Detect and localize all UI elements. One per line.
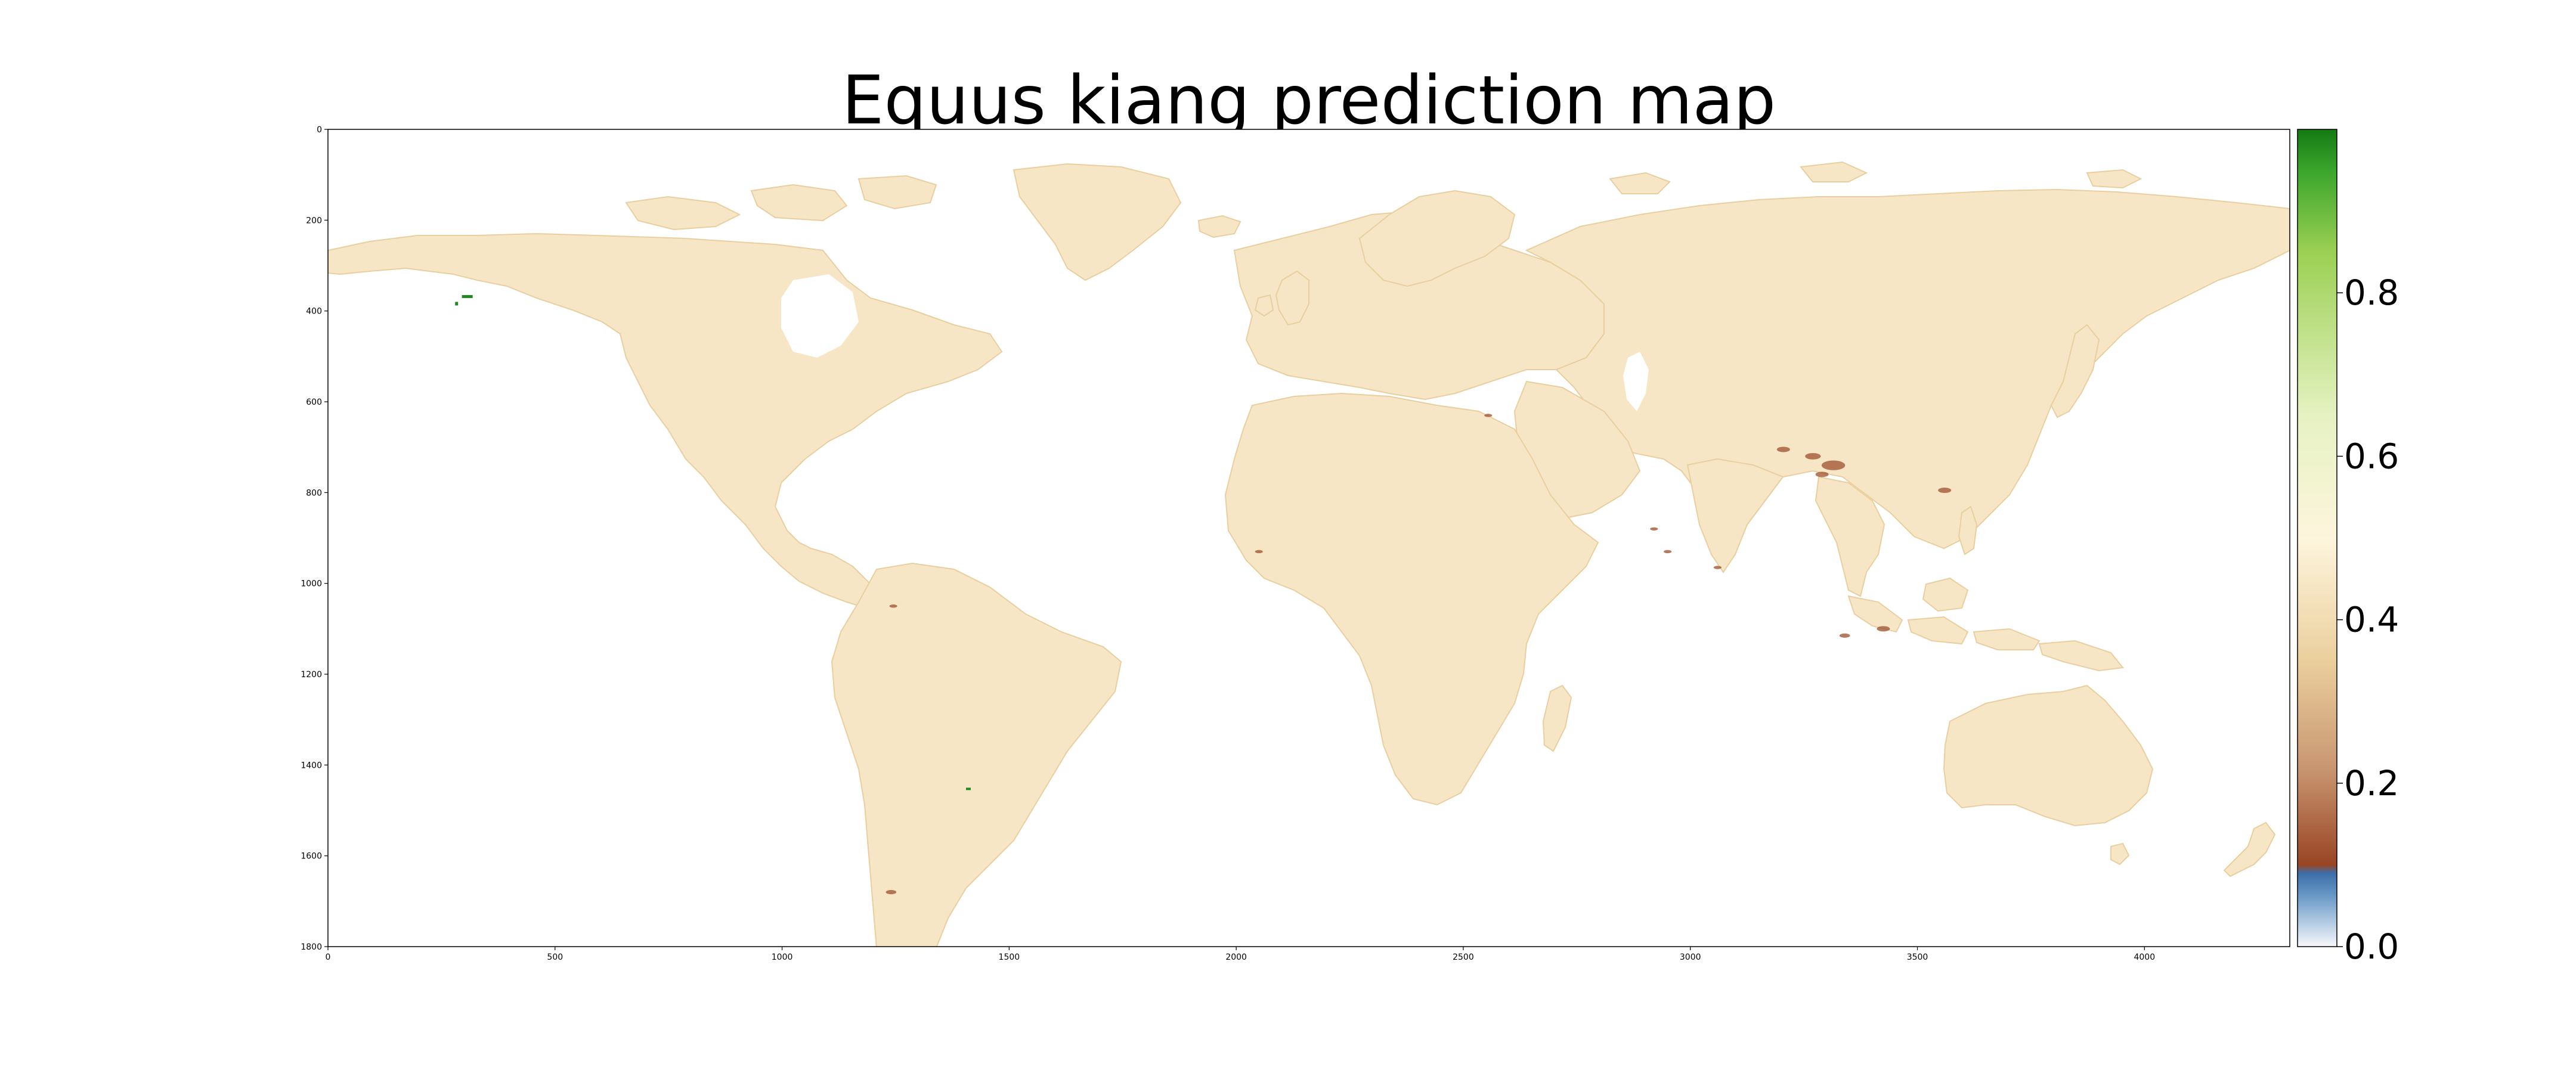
africa xyxy=(1224,392,1599,806)
high-probability-hotspots xyxy=(455,295,971,790)
world-landmass xyxy=(328,161,2290,947)
greenland xyxy=(1013,163,1182,281)
colorbar-tick-label: 0.8 xyxy=(2344,272,2399,313)
colorbar-axis: 0.0 0.2 0.4 0.6 0.8 xyxy=(2337,272,2399,967)
hudson-bay-water xyxy=(781,274,859,358)
colorbar xyxy=(2297,129,2337,947)
x-tick-label: 500 xyxy=(547,953,563,962)
y-tick-label: 1600 xyxy=(301,852,322,861)
x-axis: 0 500 1000 1500 2000 2500 3000 3500 4000 xyxy=(326,947,2155,962)
low-probability-spot xyxy=(1664,550,1672,554)
x-tick-label: 1000 xyxy=(772,953,793,962)
high-probability-spot xyxy=(462,295,473,299)
low-probability-hotspots xyxy=(886,414,1952,895)
high-probability-spot xyxy=(455,302,459,306)
x-tick-label: 3500 xyxy=(1907,953,1928,962)
india xyxy=(1686,458,1784,573)
colorbar-tick-label: 0.6 xyxy=(2344,436,2399,476)
x-tick-label: 4000 xyxy=(2134,953,2155,962)
x-tick-label: 2000 xyxy=(1225,953,1247,962)
y-axis: 0 200 400 600 800 1000 1200 1400 1600 1800 xyxy=(301,125,328,952)
low-probability-spot xyxy=(1255,550,1263,554)
colorbar-tick-label: 0.0 xyxy=(2344,926,2399,967)
x-tick-label: 3000 xyxy=(1680,953,1701,962)
map-title: Equus kiang prediction map xyxy=(842,62,1776,139)
y-tick-label: 1000 xyxy=(301,579,322,589)
low-probability-spot xyxy=(1484,414,1493,417)
y-tick-label: 600 xyxy=(306,398,322,407)
colorbar-tick-label: 0.4 xyxy=(2344,600,2399,640)
colorbar-tick-label: 0.2 xyxy=(2344,763,2399,804)
low-probability-spot xyxy=(889,604,897,608)
low-probability-spot xyxy=(1650,527,1658,531)
low-probability-spot xyxy=(1713,566,1722,569)
y-tick-label: 0 xyxy=(317,125,322,135)
x-tick-label: 1500 xyxy=(999,953,1020,962)
high-probability-spot xyxy=(966,787,971,790)
low-probability-spot xyxy=(1938,488,1952,494)
low-probability-spot xyxy=(1877,626,1890,632)
y-tick-label: 1800 xyxy=(301,942,322,952)
madagascar xyxy=(1542,684,1572,752)
iceland xyxy=(1197,215,1241,238)
scandinavia xyxy=(1358,190,1516,287)
australia xyxy=(1943,684,2154,827)
low-probability-spot xyxy=(1821,460,1846,470)
low-probability-spot xyxy=(1776,446,1790,452)
low-probability-spot xyxy=(1805,453,1821,460)
map-frame xyxy=(327,129,2290,947)
japan xyxy=(2050,324,2100,418)
x-tick-label: 0 xyxy=(326,953,331,962)
low-probability-spot xyxy=(1815,472,1829,477)
southeast-asia xyxy=(1815,476,1885,597)
y-tick-label: 1400 xyxy=(301,761,322,770)
arctic-islands xyxy=(1609,161,2142,194)
caspian-water xyxy=(1623,352,1649,411)
x-tick-label: 2500 xyxy=(1453,953,1474,962)
y-tick-label: 800 xyxy=(306,488,322,498)
low-probability-spot xyxy=(1839,633,1850,638)
low-probability-spot xyxy=(886,890,897,895)
new-zealand xyxy=(2223,821,2276,877)
y-tick-label: 400 xyxy=(306,307,322,317)
tasmania xyxy=(2110,842,2130,866)
south-america xyxy=(831,562,1122,947)
canadian-arctic-islands xyxy=(625,175,937,231)
y-tick-label: 200 xyxy=(306,216,322,225)
british-isles xyxy=(1254,270,1309,326)
indonesia xyxy=(1847,577,2124,672)
y-tick-label: 1200 xyxy=(301,670,322,680)
philippines xyxy=(1958,506,1978,556)
land-fill xyxy=(328,161,2290,947)
